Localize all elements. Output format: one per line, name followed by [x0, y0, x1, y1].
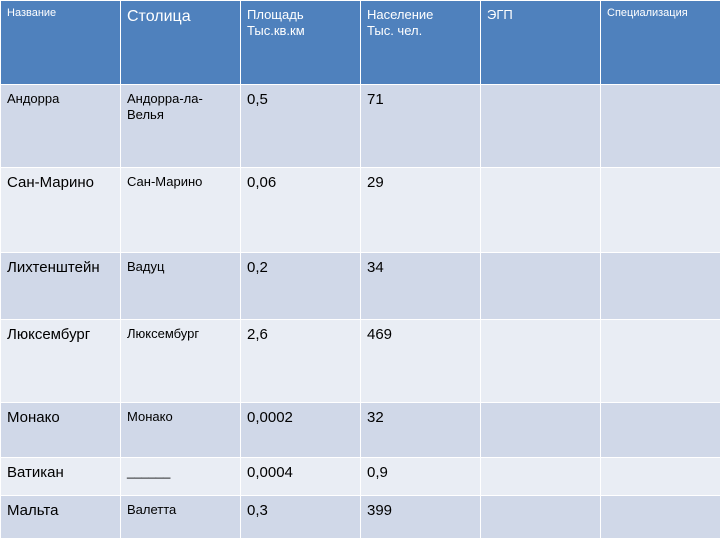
table-row: Ватикан ______ 0,0004 0,9 [0, 457, 720, 496]
cell-name: Ватикан [0, 457, 121, 496]
cell-specialization [600, 495, 720, 539]
cell-egp [480, 319, 601, 403]
cell-specialization [600, 84, 720, 168]
header-area: Площадь Тыс.кв.км [240, 0, 361, 85]
cell-name: Сан-Марино [0, 167, 121, 253]
table-header-row: Название Столица Площадь Тыс.кв.км Насел… [0, 0, 720, 85]
cell-area: 0,0004 [240, 457, 361, 496]
cell-area: 0,3 [240, 495, 361, 539]
cell-area: 0,0002 [240, 402, 361, 458]
cell-specialization [600, 252, 720, 320]
cell-name: Мальта [0, 495, 121, 539]
cell-specialization [600, 319, 720, 403]
table-row: Люксембург Люксембург 2,6 469 [0, 319, 720, 403]
cell-area: 0,06 [240, 167, 361, 253]
cell-area: 0,5 [240, 84, 361, 168]
cell-capital: Андорра-ла- Велья [120, 84, 241, 168]
cell-egp [480, 252, 601, 320]
table-row: Сан-Марино Сан-Марино 0,06 29 [0, 167, 720, 253]
cell-specialization [600, 457, 720, 496]
table-row: Мальта Валетта 0,3 399 [0, 495, 720, 539]
cell-population: 34 [360, 252, 481, 320]
cell-capital: Монако [120, 402, 241, 458]
cell-name: Монако [0, 402, 121, 458]
header-specialization: Специализация [600, 0, 720, 85]
cell-population: 469 [360, 319, 481, 403]
cell-name: Люксембург [0, 319, 121, 403]
table-row: Лихтенштейн Вадуц 0,2 34 [0, 252, 720, 320]
cell-egp [480, 457, 601, 496]
cell-egp [480, 84, 601, 168]
cell-specialization [600, 402, 720, 458]
header-name: Название [0, 0, 121, 85]
cell-capital: Сан-Марино [120, 167, 241, 253]
cell-name: Лихтенштейн [0, 252, 121, 320]
cell-population: 399 [360, 495, 481, 539]
cell-egp [480, 495, 601, 539]
cell-population: 0,9 [360, 457, 481, 496]
cell-population: 71 [360, 84, 481, 168]
cell-name: Андорра [0, 84, 121, 168]
header-population: Население Тыс. чел. [360, 0, 481, 85]
table-row: Монако Монако 0,0002 32 [0, 402, 720, 458]
cell-population: 29 [360, 167, 481, 253]
cell-egp [480, 167, 601, 253]
cell-capital: Валетта [120, 495, 241, 539]
cell-population: 32 [360, 402, 481, 458]
header-egp: ЭГП [480, 0, 601, 85]
cell-capital: Люксембург [120, 319, 241, 403]
cell-specialization [600, 167, 720, 253]
header-capital: Столица [120, 0, 241, 85]
cell-capital: ______ [120, 457, 241, 496]
cell-area: 2,6 [240, 319, 361, 403]
table-row: Андорра Андорра-ла- Велья 0,5 71 [0, 84, 720, 168]
cell-capital: Вадуц [120, 252, 241, 320]
cell-egp [480, 402, 601, 458]
cell-area: 0,2 [240, 252, 361, 320]
